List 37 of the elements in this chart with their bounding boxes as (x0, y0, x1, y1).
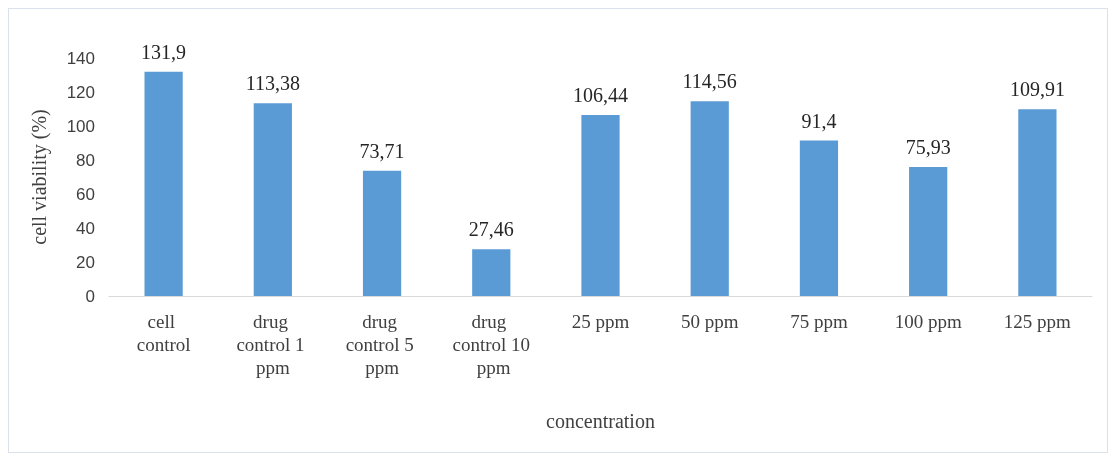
bar (909, 166, 948, 296)
x-axis-title: concentration (546, 410, 655, 432)
x-tick-label: 25 ppm (571, 311, 630, 332)
x-tick-label: drug control 5 ppm (345, 311, 419, 378)
bar (690, 101, 729, 296)
x-tick-label: 75 ppm (790, 311, 848, 332)
y-tick-label: 40 (76, 218, 95, 238)
x-tick-label: 125 ppm (1003, 311, 1072, 332)
y-tick-label: 100 (66, 116, 95, 136)
data-label: 27,46 (468, 218, 514, 241)
x-tick-label: 100 ppm (894, 311, 962, 332)
bar (581, 115, 620, 296)
x-tick-label: cell control (136, 311, 191, 355)
bar (144, 71, 183, 296)
y-tick-label: 20 (76, 252, 95, 272)
data-label: 113,38 (245, 72, 300, 95)
data-label: 106,44 (573, 84, 628, 107)
bar (472, 249, 511, 296)
data-label: 131,9 (141, 40, 187, 63)
bar (1018, 109, 1057, 296)
y-tick-label: 140 (66, 48, 95, 68)
x-tick-label: drug control 1 ppm (236, 311, 310, 378)
y-tick-label: 120 (66, 82, 95, 102)
data-label: 75,93 (905, 135, 951, 158)
data-label: 73,71 (359, 139, 405, 162)
data-label: 114,56 (682, 70, 737, 93)
y-tick-label: 80 (76, 150, 95, 170)
data-label: 91,4 (801, 109, 837, 132)
y-tick-label: 0 (85, 286, 95, 306)
x-tick-label: drug control 10 ppm (452, 311, 531, 378)
bar (253, 103, 292, 296)
y-tick-label: 60 (76, 184, 95, 204)
x-tick-label: 50 ppm (680, 311, 739, 332)
data-label: 109,91 (1009, 78, 1065, 101)
bar (799, 140, 839, 296)
y-axis-title: cell viability (%) (28, 109, 51, 245)
bar (362, 170, 402, 296)
